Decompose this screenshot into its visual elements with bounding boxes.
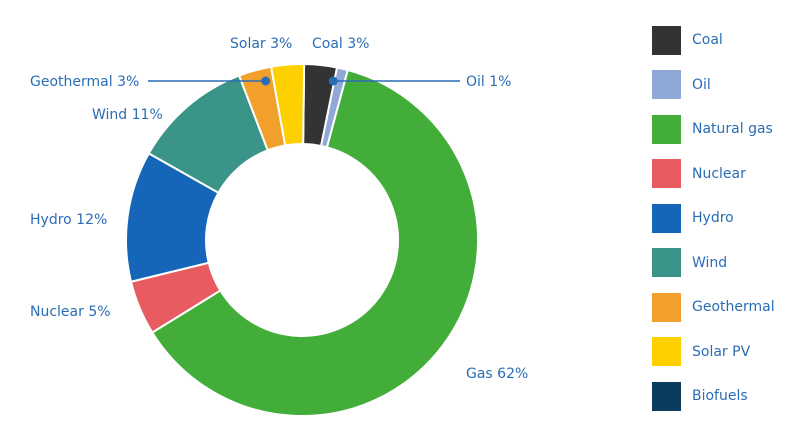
leader-dot-oil <box>328 76 338 86</box>
legend-swatch-coal <box>652 25 681 55</box>
slice-label-coal: Coal 3% <box>312 36 369 52</box>
legend-label-nuclear: Nuclear <box>692 165 746 182</box>
slice-label-wind: Wind 11% <box>92 107 163 123</box>
slice-natural-gas <box>150 68 479 415</box>
legend-item-solar-pv: Solar PV <box>652 337 797 367</box>
leader-dot-geothermal <box>261 76 271 86</box>
slice-label-geothermal: Geothermal 3% <box>30 74 139 90</box>
legend-label-biofuels: Biofuels <box>692 388 748 404</box>
legend-item-geothermal: Geothermal <box>652 292 797 322</box>
slice-labels: Coal 3% Oil 1% Gas 62% Nuclear 5% Hydro 12% W… <box>30 36 528 382</box>
donut-chart: Coal 3% Oil 1% Gas 62% Nuclear 5% Hydro 12% W… <box>30 36 528 415</box>
legend-swatch-oil <box>652 70 681 99</box>
legend-item-coal: Coal <box>652 25 797 55</box>
legend-swatch-solar-pv <box>652 337 681 366</box>
legend-label-oil: Oil <box>692 76 711 93</box>
legend-item-biofuels: Biofuels <box>652 381 797 411</box>
legend-item-wind: Wind <box>652 248 797 278</box>
legend-item-hydro: Hydro <box>652 203 797 233</box>
leader-lines <box>148 76 460 86</box>
legend-label-coal: Coal <box>692 32 723 48</box>
legend-swatch-natural-gas <box>652 114 681 144</box>
legend-label-solar-pv: Solar PV <box>692 343 751 360</box>
legend-swatch-nuclear <box>652 159 681 188</box>
slice-label-oil: Oil 1% <box>466 74 511 90</box>
legend-item-oil: Oil <box>652 70 797 100</box>
legend-swatch-hydro <box>652 203 681 233</box>
slice-label-nuclear: Nuclear 5% <box>30 304 111 320</box>
slice-solar-pv <box>269 63 306 147</box>
legend-label-hydro: Hydro <box>692 210 734 226</box>
slice-label-hydro: Hydro 12% <box>30 212 107 228</box>
slice-label-solar-pv: Solar 3% <box>230 36 292 52</box>
donut-slices <box>125 63 479 415</box>
legend-swatch-geothermal <box>652 292 681 322</box>
chart-figure: Coal 3% Oil 1% Gas 62% Nuclear 5% Hydro 12% W… <box>30 25 775 415</box>
slice-label-natural-gas: Gas 62% <box>466 366 528 382</box>
legend: Coal Oil Natural gas Nuclear Hydro Wind Geothe… <box>652 25 797 426</box>
legend-label-natural-gas: Natural gas <box>692 121 773 137</box>
legend-swatch-wind <box>652 248 681 277</box>
legend-swatch-biofuels <box>652 381 681 411</box>
legend-label-wind: Wind <box>692 254 728 271</box>
legend-item-nuclear: Nuclear <box>652 159 797 189</box>
legend-label-geothermal: Geothermal <box>692 299 775 315</box>
legend-item-natural-gas: Natural gas <box>652 114 797 144</box>
